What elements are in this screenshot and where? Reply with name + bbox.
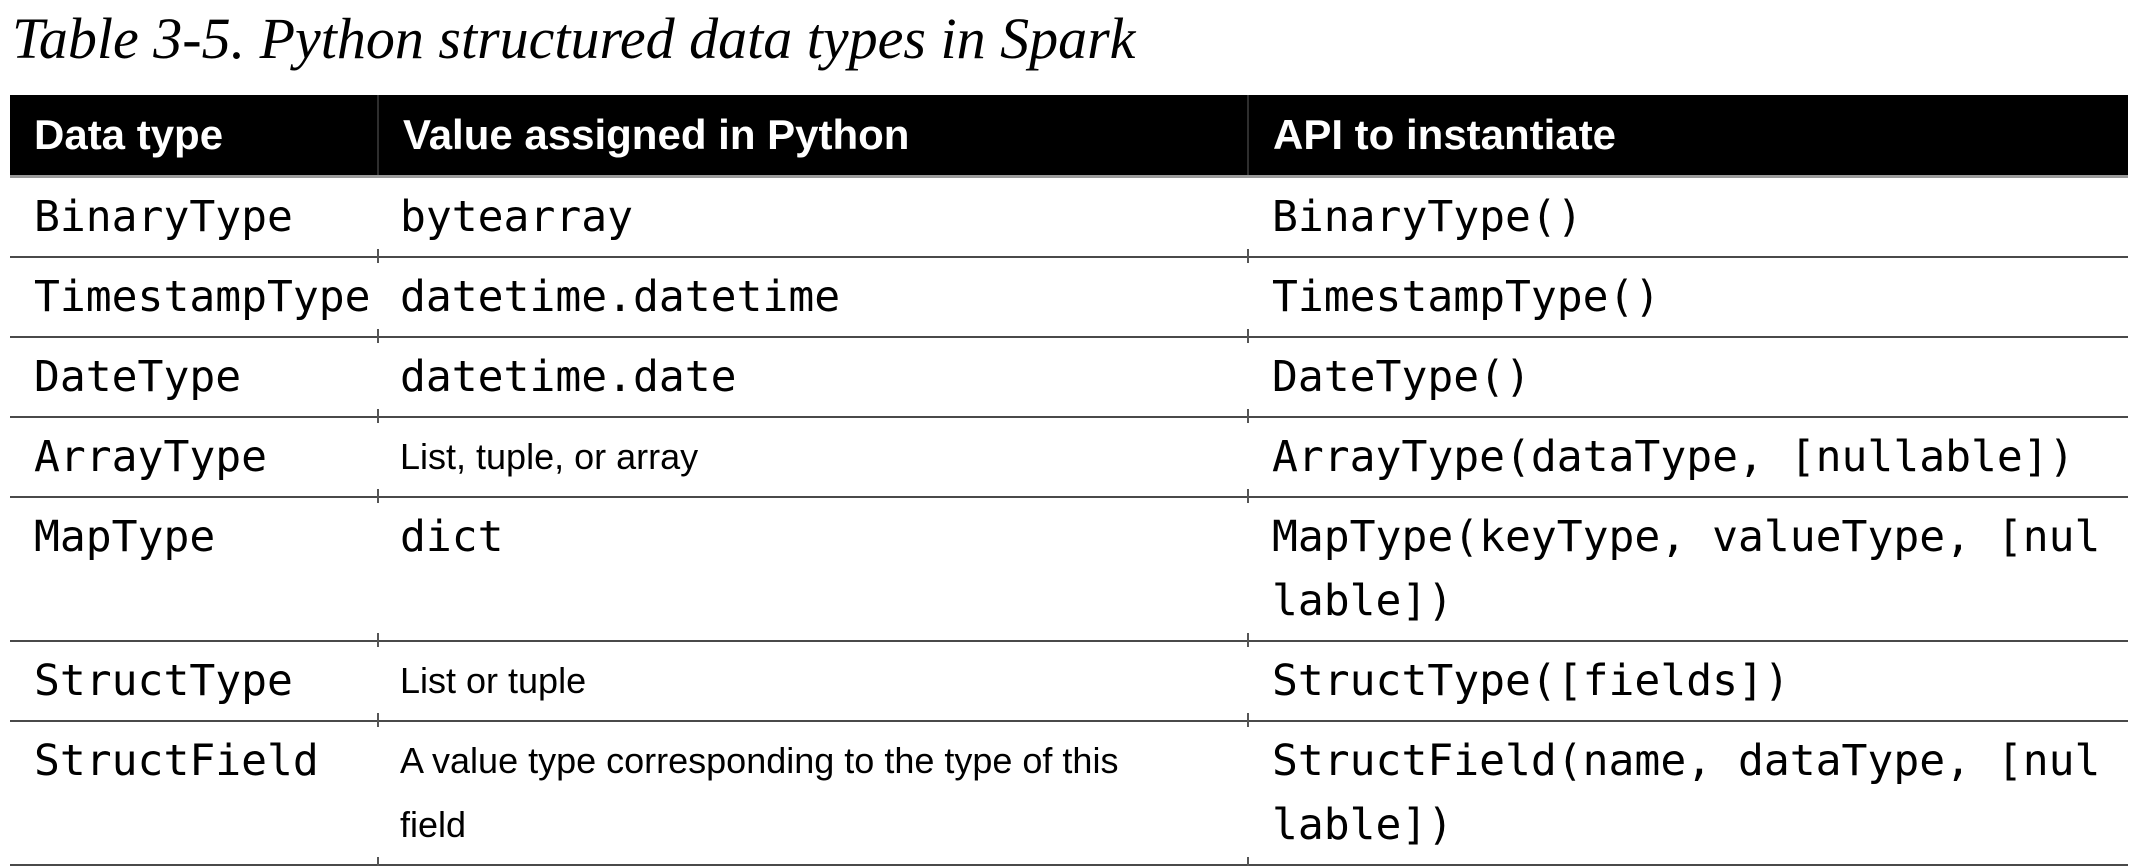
table-row: DateType datetime.date DateType() [10, 337, 2128, 422]
cell-api: StructField(name, dataType, [nul lable]) [1247, 721, 2128, 866]
cell-value: datetime.datetime [377, 257, 1248, 342]
cell-api: DateType() [1247, 337, 2128, 422]
table-caption: Table 3-5. Python structured data types … [12, 6, 1136, 71]
cell-api: TimestampType() [1247, 257, 2128, 342]
col-header-api: API to instantiate [1247, 95, 2128, 178]
cell-api: MapType(keyType, valueType, [nul lable]) [1247, 497, 2128, 646]
cell-value: List or tuple [377, 641, 1248, 726]
cell-data-type: BinaryType [10, 176, 378, 258]
cell-data-type: MapType [10, 497, 378, 642]
cell-value: A value type corresponding to the type o… [377, 721, 1248, 866]
table-row: MapType dict MapType(keyType, valueType,… [10, 497, 2128, 646]
col-header-data-type: Data type [10, 95, 378, 178]
cell-data-type: DateType [10, 337, 378, 418]
cell-data-type: ArrayType [10, 417, 378, 498]
header-row: Data type Value assigned in Python API t… [10, 95, 2128, 178]
table-row: TimestampType datetime.datetime Timestam… [10, 257, 2128, 342]
cell-api: StructType([fields]) [1247, 641, 2128, 726]
cell-value: dict [377, 497, 1248, 646]
cell-value: datetime.date [377, 337, 1248, 422]
cell-value: bytearray [377, 176, 1248, 261]
table-body: BinaryType bytearray BinaryType() Timest… [10, 176, 2128, 866]
table-row: StructType List or tuple StructType([fie… [10, 641, 2128, 726]
cell-data-type: StructType [10, 641, 378, 722]
table-row: BinaryType bytearray BinaryType() [10, 176, 2128, 261]
cell-api: ArrayType(dataType, [nullable]) [1247, 417, 2128, 502]
data-types-table: Data type Value assigned in Python API t… [10, 95, 2128, 866]
cell-value: List, tuple, or array [377, 417, 1248, 502]
table-row: ArrayType List, tuple, or array ArrayTyp… [10, 417, 2128, 502]
cell-api: BinaryType() [1247, 176, 2128, 261]
cell-data-type: StructField [10, 721, 378, 866]
col-header-value-assigned: Value assigned in Python [377, 95, 1248, 178]
cell-data-type: TimestampType [10, 257, 378, 338]
table-row: StructField A value type corresponding t… [10, 721, 2128, 866]
